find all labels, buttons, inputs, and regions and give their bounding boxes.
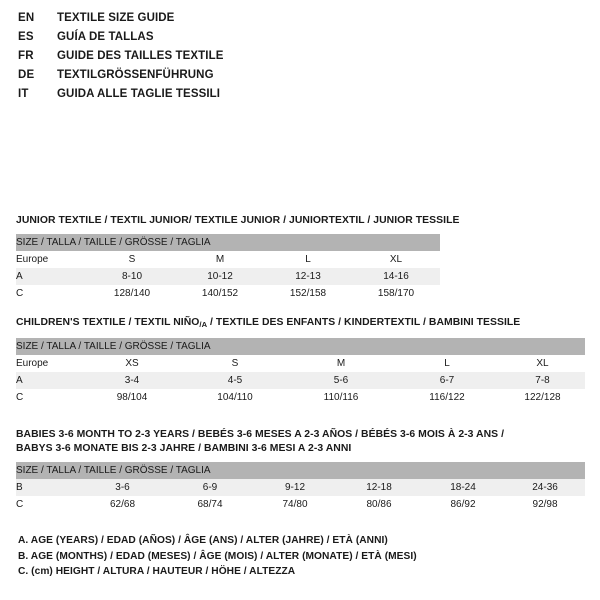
cell-value: 6-7	[394, 372, 500, 389]
language-row: EN TEXTILE SIZE GUIDE	[18, 12, 438, 31]
language-title: TEXTILE SIZE GUIDE	[57, 12, 175, 24]
legend-line-c: C. (cm) HEIGHT / ALTURA / HAUTEUR / HÖHE…	[18, 566, 296, 577]
language-row: FR GUIDE DES TAILLES TEXTILE	[18, 50, 438, 69]
cell-value: 4-5	[182, 372, 288, 389]
cell-value: 74/80	[253, 496, 337, 513]
section-title-junior: JUNIOR TEXTILE / TEXTIL JUNIOR/ TEXTILE …	[16, 215, 460, 226]
cell-value: 12-13	[264, 268, 352, 285]
table-row: C 128/140 140/152 152/158 158/170	[16, 285, 440, 302]
section-title-children-sub: /A	[199, 320, 208, 329]
size-band-label: SIZE / TALLA / TAILLE / GRÖSSE / TAGLIA	[16, 338, 585, 355]
size-table-junior: SIZE / TALLA / TAILLE / GRÖSSE / TAGLIA …	[16, 234, 440, 302]
language-row: IT GUIDA ALLE TAGLIE TESSILI	[18, 88, 438, 107]
cell-value: 116/122	[394, 389, 500, 406]
section-babies: BABIES 3-6 MONTH TO 2-3 YEARS / BEBÉS 3-…	[16, 428, 586, 513]
table-band-row: SIZE / TALLA / TAILLE / GRÖSSE / TAGLIA	[16, 338, 585, 355]
height-measurement-figure: C	[440, 0, 600, 215]
legend-line-b: B. AGE (MONTHS) / EDAD (MESES) / ÂGE (MO…	[18, 550, 417, 562]
cell-value: 110/116	[288, 389, 394, 406]
section-junior: JUNIOR TEXTILE / TEXTIL JUNIOR/ TEXTILE …	[16, 214, 459, 302]
row-label: B	[16, 479, 78, 496]
cell-value: 140/152	[176, 285, 264, 302]
language-code: DE	[18, 69, 35, 81]
table-row: A 3-4 4-5 5-6 6-7 7-8	[16, 372, 585, 389]
row-label: A	[16, 268, 88, 285]
cell-value: 92/98	[505, 496, 586, 513]
cell-value: 9-12	[253, 479, 337, 496]
table-row: Europe XS S M L XL	[16, 355, 585, 372]
cell-value: 3-6	[78, 479, 167, 496]
cell-value: 6-9	[167, 479, 253, 496]
language-code: EN	[18, 12, 35, 24]
size-table-babies: SIZE / TALLA / TAILLE / GRÖSSE / TAGLIA …	[16, 462, 586, 513]
cell-value: 62/68	[78, 496, 167, 513]
cell-value: M	[176, 251, 264, 268]
cell-value: 12-18	[337, 479, 421, 496]
cell-value: L	[394, 355, 500, 372]
language-title: GUIDA ALLE TAGLIE TESSILI	[57, 88, 221, 100]
row-label: C	[16, 389, 82, 406]
cell-value: 10-12	[176, 268, 264, 285]
size-band-label: SIZE / TALLA / TAILLE / GRÖSSE / TAGLIA	[16, 462, 586, 479]
legend-block: A. AGE (YEARS) / EDAD (AÑOS) / ÂGE (ANS)…	[18, 533, 578, 580]
table-row: B 3-6 6-9 9-12 12-18 18-24 24-36	[16, 479, 586, 496]
cell-value: 122/128	[500, 389, 585, 406]
section-title-children: CHILDREN'S TEXTILE / TEXTIL NIÑO/A / TEX…	[16, 316, 585, 332]
cell-value: 7-8	[500, 372, 585, 389]
language-title-block: EN TEXTILE SIZE GUIDE ES GUÍA DE TALLAS …	[18, 12, 438, 107]
row-label: Europe	[16, 251, 88, 268]
cell-value: 3-4	[82, 372, 182, 389]
cell-value: XS	[82, 355, 182, 372]
legend-line-a: A. AGE (YEARS) / EDAD (AÑOS) / ÂGE (ANS)…	[18, 535, 388, 546]
cell-value: L	[264, 251, 352, 268]
cell-value: XL	[352, 251, 440, 268]
cell-value: 24-36	[505, 479, 586, 496]
cell-value: M	[288, 355, 394, 372]
language-code: FR	[18, 50, 34, 62]
row-label: C	[16, 496, 78, 513]
cell-value: 158/170	[352, 285, 440, 302]
cell-value: 152/158	[264, 285, 352, 302]
cell-value: 86/92	[421, 496, 505, 513]
language-title: GUÍA DE TALLAS	[57, 31, 154, 43]
language-code: ES	[18, 31, 34, 43]
size-band-label: SIZE / TALLA / TAILLE / GRÖSSE / TAGLIA	[16, 234, 440, 251]
table-row: A 8-10 10-12 12-13 14-16	[16, 268, 440, 285]
size-table-children: SIZE / TALLA / TAILLE / GRÖSSE / TAGLIA …	[16, 338, 585, 406]
cell-value: 68/74	[167, 496, 253, 513]
language-row: DE TEXTILGRÖSSENFÜHRUNG	[18, 69, 438, 88]
table-band-row: SIZE / TALLA / TAILLE / GRÖSSE / TAGLIA	[16, 462, 586, 479]
language-title: TEXTILGRÖSSENFÜHRUNG	[57, 69, 214, 81]
row-label: A	[16, 372, 82, 389]
cell-value: 5-6	[288, 372, 394, 389]
cell-value: 128/140	[88, 285, 176, 302]
cell-value: 98/104	[82, 389, 182, 406]
section-title-children-suffix: / TEXTILE DES ENFANTS / KINDERTEXTIL / B…	[207, 317, 521, 328]
cell-value: XL	[500, 355, 585, 372]
language-title: GUIDE DES TAILLES TEXTILE	[57, 50, 224, 62]
table-row: Europe S M L XL	[16, 251, 440, 268]
cell-value: S	[182, 355, 288, 372]
language-code: IT	[18, 88, 29, 100]
section-title-children-prefix: CHILDREN'S TEXTILE / TEXTIL NIÑO	[16, 317, 200, 328]
table-band-row: SIZE / TALLA / TAILLE / GRÖSSE / TAGLIA	[16, 234, 440, 251]
cell-value: 8-10	[88, 268, 176, 285]
cell-value: S	[88, 251, 176, 268]
cell-value: 18-24	[421, 479, 505, 496]
section-title-babies-line2: BABYS 3-6 MONATE BIS 2-3 JAHRE / BAMBINI…	[16, 443, 352, 454]
table-row: C 62/68 68/74 74/80 80/86 86/92 92/98	[16, 496, 586, 513]
cell-value: 80/86	[337, 496, 421, 513]
language-row: ES GUÍA DE TALLAS	[18, 31, 438, 50]
section-title-babies-line1: BABIES 3-6 MONTH TO 2-3 YEARS / BEBÉS 3-…	[16, 429, 505, 440]
cell-value: 14-16	[352, 268, 440, 285]
table-row: C 98/104 104/110 110/116 116/122 122/128	[16, 389, 585, 406]
row-label: Europe	[16, 355, 82, 372]
section-children: CHILDREN'S TEXTILE / TEXTIL NIÑO/A / TEX…	[16, 316, 585, 406]
row-label: C	[16, 285, 88, 302]
cell-value: 104/110	[182, 389, 288, 406]
